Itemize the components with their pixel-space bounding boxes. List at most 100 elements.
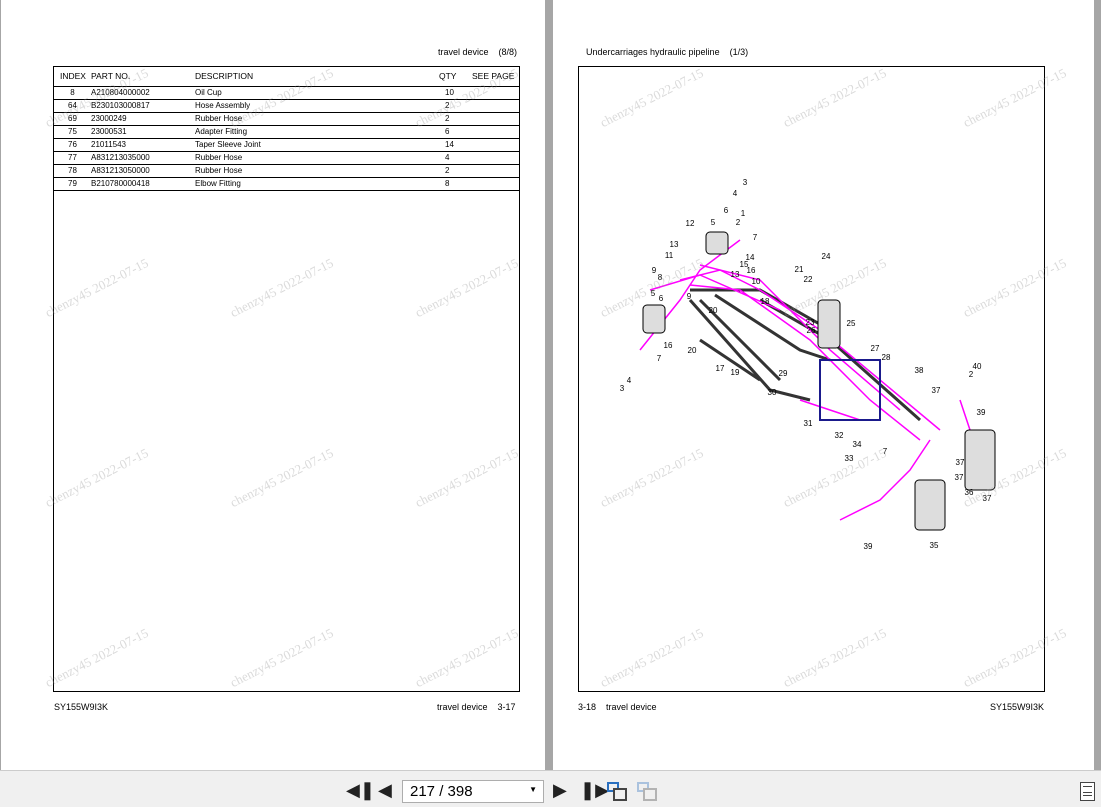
cell-index: 69 <box>54 112 91 126</box>
cell-index: 79 <box>54 177 91 191</box>
header-title: travel device <box>438 47 489 57</box>
cell-index: 64 <box>54 99 91 113</box>
page-number-select[interactable]: 217 / 398 ▼ <box>402 780 544 803</box>
callout-label: 6 <box>659 294 664 303</box>
callout-label: 16 <box>747 266 756 275</box>
callout-label: 14 <box>746 253 755 262</box>
cell-desc: Hose Assembly <box>195 99 439 113</box>
callout-label: 35 <box>930 541 939 550</box>
callout-label: 33 <box>845 454 854 463</box>
chevron-down-icon: ▼ <box>529 785 537 794</box>
pipe-line <box>839 439 931 521</box>
callout-label: 19 <box>731 368 740 377</box>
callout-label: 4 <box>627 376 632 385</box>
cell-part: A210804000002 <box>91 86 195 100</box>
cell-see-page <box>472 99 519 113</box>
callout-label: 13 <box>670 240 679 249</box>
previous-page-icon[interactable]: ◀ <box>378 780 392 800</box>
callout-label: 37 <box>983 494 992 503</box>
footer-section: travel device <box>437 702 488 712</box>
cell-desc: Taper Sleeve Joint <box>195 138 439 152</box>
callout-label: 6 <box>724 206 729 215</box>
cell-desc: Rubber Hose <box>195 164 439 178</box>
first-page-icon[interactable]: ◀❚ <box>346 780 375 800</box>
hose-line <box>698 298 782 382</box>
table-row: 75 23000531 Adapter Fitting 6 <box>54 125 519 139</box>
callout-label: 20 <box>709 306 718 315</box>
cell-part: 23000249 <box>91 112 195 126</box>
callout-label: 38 <box>915 366 924 375</box>
header-count: (1/3) <box>729 47 749 57</box>
cell-qty: 2 <box>439 164 472 178</box>
parts-table-frame: INDEX PART NO. DESCRIPTION QTY SEE PAGE … <box>53 66 520 692</box>
hose-line <box>699 338 761 382</box>
callout-label: 7 <box>753 233 758 242</box>
cell-qty: 8 <box>439 177 472 191</box>
cell-index: 76 <box>54 138 91 152</box>
fit-width-icon[interactable] <box>637 782 659 802</box>
col-index: INDEX <box>60 71 86 82</box>
cell-desc: Rubber Hose <box>195 151 439 165</box>
next-page-icon[interactable]: ▶ <box>553 780 567 800</box>
table-row: 79 B210780000418 Elbow Fitting 8 <box>54 177 519 191</box>
footer-page: 3-18 <box>578 702 597 712</box>
callout-label: 32 <box>835 431 844 440</box>
callout-label: 34 <box>853 440 862 449</box>
cell-desc: Adapter Fitting <box>195 125 439 139</box>
cell-see-page <box>472 151 519 165</box>
cell-see-page <box>472 125 519 139</box>
component <box>964 429 996 491</box>
hose-line <box>688 299 811 402</box>
callout-label: 7 <box>883 447 888 456</box>
pipe-line <box>699 264 901 411</box>
footer-model: SY155W9I3K <box>54 702 109 712</box>
navigation-toolbar <box>0 770 1101 807</box>
cell-part: 21011543 <box>91 138 195 152</box>
callout-label: 22 <box>804 275 813 284</box>
pipe-line <box>649 274 781 311</box>
cell-see-page <box>472 164 519 178</box>
table-row: 8 A210804000002 Oil Cup 10 <box>54 86 519 100</box>
component <box>642 304 666 334</box>
cell-part: A831213050000 <box>91 164 195 178</box>
last-page-icon[interactable]: ❚▶ <box>580 780 609 800</box>
footer-model: SY155W9I3K <box>990 702 1045 712</box>
cell-see-page <box>472 138 519 152</box>
cell-see-page <box>472 177 519 191</box>
component <box>705 231 729 255</box>
callout-label: 36 <box>965 488 974 497</box>
cell-see-page <box>472 112 519 126</box>
callout-label: 4 <box>733 189 738 198</box>
cell-qty: 2 <box>439 99 472 113</box>
callout-label: 5 <box>651 289 656 298</box>
cell-index: 78 <box>54 164 91 178</box>
callout-label: 18 <box>761 297 770 306</box>
table-row: 76 21011543 Taper Sleeve Joint 14 <box>54 138 519 152</box>
cell-qty: 2 <box>439 112 472 126</box>
cell-index: 75 <box>54 125 91 139</box>
table-row: 77 A831213035000 Rubber Hose 4 <box>54 151 519 165</box>
table-row: 69 23000249 Rubber Hose 2 <box>54 112 519 126</box>
callout-label: 2 <box>969 370 974 379</box>
col-qty: QTY <box>439 71 457 82</box>
cell-part: B230103000817 <box>91 99 195 113</box>
cell-see-page <box>472 86 519 100</box>
cell-desc: Oil Cup <box>195 86 439 100</box>
callout-label: 31 <box>804 419 813 428</box>
fit-page-icon[interactable] <box>607 782 629 802</box>
cell-part: 23000531 <box>91 125 195 139</box>
cell-desc: Elbow Fitting <box>195 177 439 191</box>
callout-label: 21 <box>795 265 804 274</box>
callout-label: 20 <box>688 346 697 355</box>
footer-section: travel device <box>606 702 657 712</box>
callout-label: 8 <box>658 273 663 282</box>
callout-label: 16 <box>664 341 673 350</box>
callout-label: 9 <box>687 292 692 301</box>
callout-label: 28 <box>882 353 891 362</box>
left-page: travel device (8/8) INDEX PART NO. DESCR… <box>1 0 545 770</box>
header-title: Undercarriages hydraulic pipeline <box>586 47 720 57</box>
callout-label: 11 <box>665 251 674 260</box>
parts-table: INDEX PART NO. DESCRIPTION QTY SEE PAGE … <box>54 67 519 191</box>
document-properties-icon[interactable] <box>1080 782 1095 801</box>
col-see-page: SEE PAGE <box>472 71 515 82</box>
